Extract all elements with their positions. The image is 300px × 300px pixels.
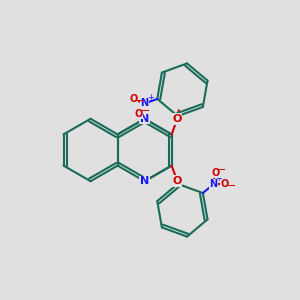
Text: O: O <box>211 168 219 178</box>
Text: +: + <box>147 93 154 102</box>
Text: N: N <box>141 98 149 109</box>
Text: +: + <box>216 174 223 183</box>
Text: O: O <box>129 94 138 104</box>
Text: O: O <box>221 179 229 189</box>
Text: O: O <box>172 114 182 124</box>
Text: −: − <box>217 165 226 175</box>
Text: −: − <box>141 106 150 116</box>
Text: −: − <box>135 96 145 106</box>
Text: O: O <box>135 109 143 119</box>
Text: O: O <box>172 176 182 186</box>
Text: −: − <box>227 181 236 191</box>
Text: N: N <box>140 176 149 186</box>
Text: N: N <box>209 179 217 189</box>
Text: N: N <box>140 114 149 124</box>
